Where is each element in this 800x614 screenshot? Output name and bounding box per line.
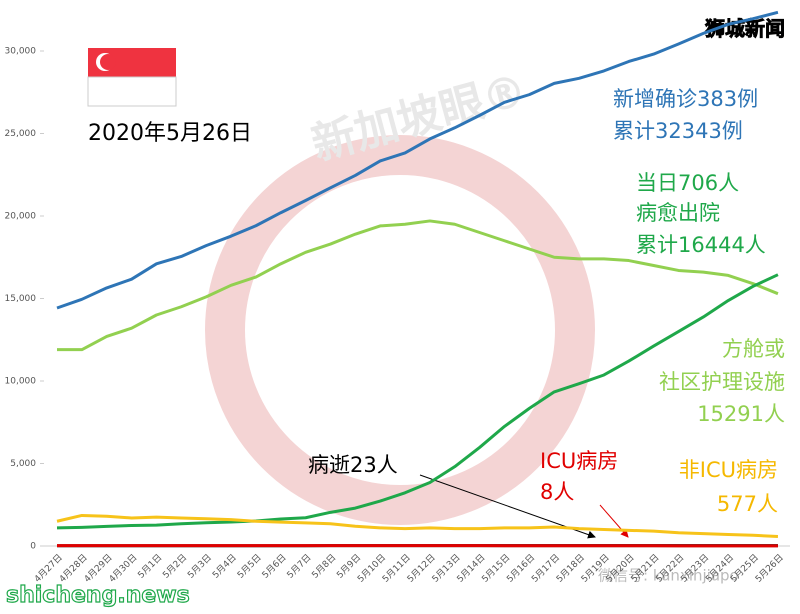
y-tick-label: 15,000 [5,294,37,304]
x-tick-label: 5月4日 [210,552,239,581]
x-tick-label: 5月6日 [260,552,289,581]
y-tick-label: 25,000 [5,129,37,139]
y-tick-label: 5,000 [10,459,36,469]
annotation: 新增确诊383例 [613,87,758,111]
annotation: ICU病房 [540,449,618,473]
y-tick-label: 30,000 [5,47,37,57]
watermark-logo [205,135,595,525]
x-tick-label: 5月3日 [185,552,214,581]
series-line [56,513,779,538]
annotation: 当日706人 [636,171,739,195]
annotation: 社区护理设施 [659,370,785,394]
source-label: shicheng.news [6,583,190,608]
annotation: 577人 [717,492,778,516]
annotation: 累计32343例 [613,119,743,143]
series-line [56,273,779,530]
annotation: 病逝23人 [308,453,398,477]
x-tick-label: 5月5日 [235,552,264,581]
x-tick-label: 5月2日 [161,552,190,581]
y-tick-label: 20,000 [5,212,37,222]
annotation: 病愈出院 [636,201,720,225]
x-tick-label: 5月8日 [310,552,339,581]
date-label: 2020年5月26日 [88,121,252,146]
annotation: 方舱或 [722,337,785,361]
annotation: 非ICU病房 [679,458,778,482]
x-tick-label: 5月1日 [136,552,165,581]
annotation: 8人 [540,480,574,504]
series-line [57,219,779,352]
series-line [56,10,779,310]
annotation: 累计16444人 [636,233,766,257]
watermark: 微信号: kanxinjiapo [598,567,739,585]
arrow [599,504,629,538]
y-tick-label: 0 [30,542,36,552]
x-tick-label: 5月7日 [285,552,314,581]
y-tick-label: 10,000 [5,377,37,387]
flag [87,48,177,107]
annotation: 15291人 [697,402,785,426]
